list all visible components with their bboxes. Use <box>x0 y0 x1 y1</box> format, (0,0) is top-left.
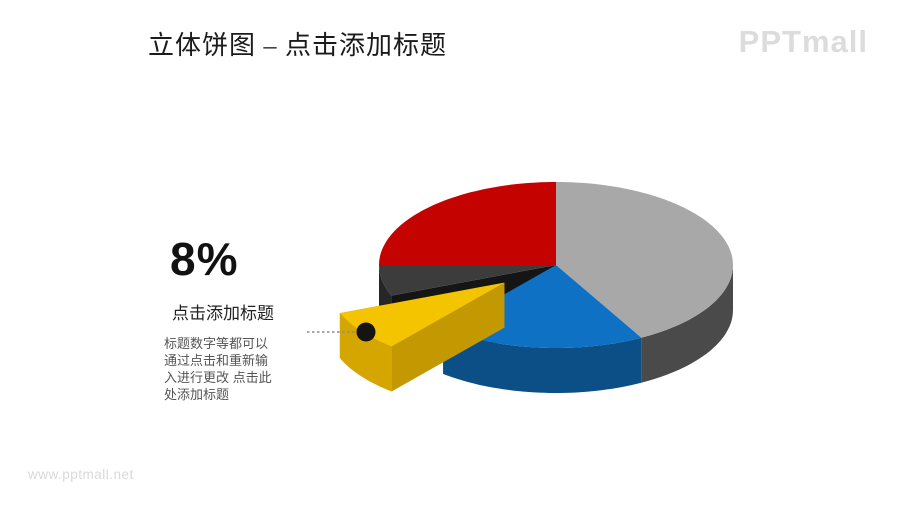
callout-dot <box>356 322 376 342</box>
pptmall-logo: PPTmall <box>738 24 868 59</box>
dark-gray-slice-top[interactable] <box>379 265 556 296</box>
callout-block: 8% 点击添加标题 标题数字等都可以通过点击和重新输入进行更改 点击此处添加标题 <box>164 236 324 403</box>
pie-3d-group <box>339 182 733 393</box>
yellow-slice-wall[interactable] <box>391 282 505 392</box>
page-title[interactable]: 立体饼图 – 点击添加标题 <box>148 31 448 60</box>
gray-slice-top[interactable] <box>556 182 733 338</box>
callout-body[interactable]: 标题数字等都可以通过点击和重新输入进行更改 点击此处添加标题 <box>164 336 272 402</box>
blue-slice-side[interactable] <box>443 329 642 393</box>
watermark: www.pptmall.net <box>28 467 134 482</box>
red-slice-top[interactable] <box>379 182 556 265</box>
callout-subtitle[interactable]: 点击添加标题 <box>172 304 274 323</box>
gray-slice-side[interactable] <box>641 265 733 383</box>
callout-percent[interactable]: 8% <box>170 233 239 285</box>
yellow-slice-top[interactable] <box>339 282 505 347</box>
